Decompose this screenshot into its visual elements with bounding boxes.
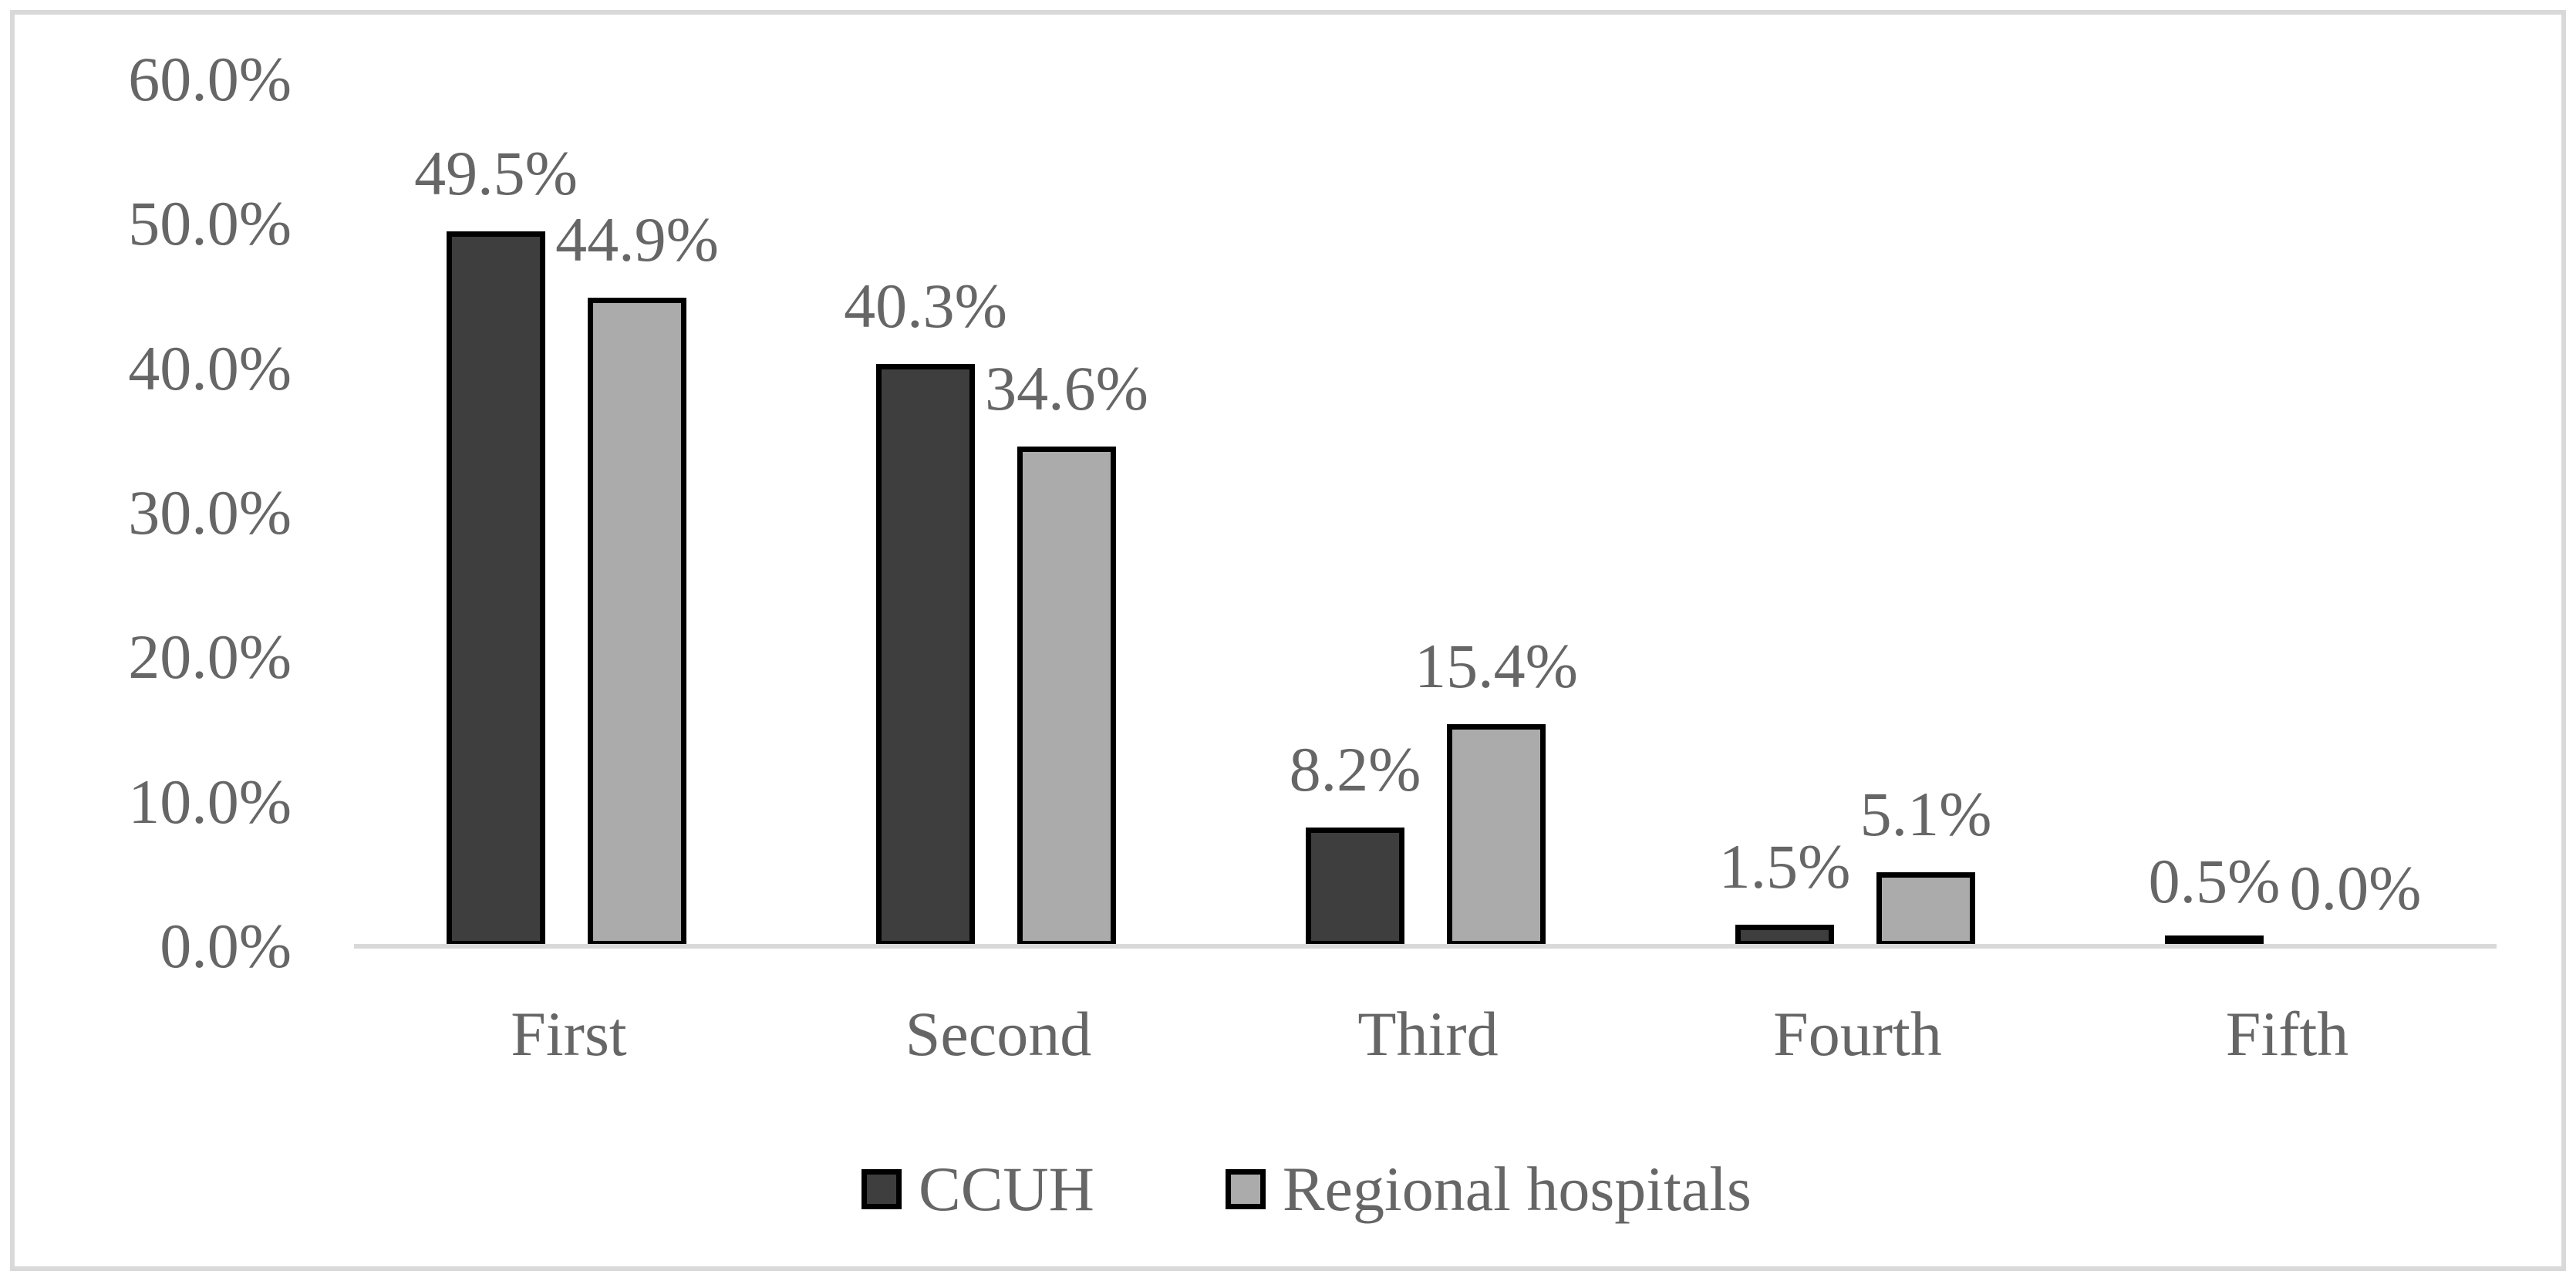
x-axis: First Second Third Fourth Fifth bbox=[354, 1000, 2502, 1070]
x-category-label-second: Second bbox=[905, 999, 1092, 1069]
legend-marker-regional-hospitals-icon bbox=[1225, 1169, 1266, 1209]
bar-regional-hospitals-first bbox=[588, 297, 686, 946]
legend-label-regional-hospitals: Regional hospitals bbox=[1282, 1154, 1752, 1224]
x-category-label-third: Third bbox=[1357, 999, 1499, 1069]
bar-ccuh-first bbox=[447, 231, 545, 946]
y-tick-label: 0.0% bbox=[160, 911, 292, 981]
bar-ccuh-fourth bbox=[1735, 924, 1834, 946]
data-label-regional-hospitals-third: 15.4% bbox=[1414, 630, 1578, 701]
data-label-regional-hospitals-first: 44.9% bbox=[555, 204, 719, 275]
legend-marker-ccuh-icon bbox=[861, 1169, 902, 1209]
data-label-regional-hospitals-fourth: 5.1% bbox=[1860, 779, 1992, 850]
bar-ccuh-second bbox=[876, 364, 975, 946]
figure-border-frame bbox=[10, 10, 2566, 1271]
y-tick-label: 30.0% bbox=[128, 477, 292, 548]
bar-ccuh-fifth bbox=[2165, 935, 2264, 946]
y-tick-label: 10.0% bbox=[128, 766, 292, 837]
legend-entry-regional-hospitals: Regional hospitals bbox=[1225, 1154, 1752, 1224]
data-label-regional-hospitals-second: 34.6% bbox=[985, 352, 1148, 423]
y-tick-label: 50.0% bbox=[128, 188, 292, 259]
x-category-label-fifth: Fifth bbox=[2225, 999, 2349, 1069]
legend-label-ccuh: CCUH bbox=[919, 1154, 1094, 1224]
y-tick-label: 40.0% bbox=[128, 332, 292, 403]
x-axis-line bbox=[354, 944, 2497, 949]
bar-ccuh-third bbox=[1306, 828, 1404, 946]
data-label-ccuh-second: 40.3% bbox=[844, 271, 1007, 342]
data-label-ccuh-fifth: 0.5% bbox=[2148, 845, 2281, 916]
y-tick-label: 60.0% bbox=[128, 44, 292, 114]
x-category-label-first: First bbox=[511, 999, 627, 1069]
data-label-ccuh-third: 8.2% bbox=[1289, 734, 1421, 805]
y-tick-label: 20.0% bbox=[128, 622, 292, 693]
legend: CCUH Regional hospitals bbox=[861, 1155, 1752, 1224]
y-axis: 0.0% 10.0% 20.0% 30.0% 40.0% 50.0% 60.0% bbox=[0, 0, 292, 1281]
bar-regional-hospitals-second bbox=[1017, 446, 1116, 946]
bar-regional-hospitals-fourth bbox=[1876, 872, 1975, 946]
data-label-regional-hospitals-fifth: 0.0% bbox=[2289, 853, 2422, 923]
data-label-ccuh-fourth: 1.5% bbox=[1718, 831, 1851, 902]
plot-area: 49.5% 44.9% 40.3% 34.6% 8.2% 15.4% 1.5% 5.1% 0.5… bbox=[354, 79, 2502, 946]
bar-regional-hospitals-third bbox=[1447, 723, 1546, 946]
data-label-ccuh-first: 49.5% bbox=[414, 137, 578, 208]
legend-entry-ccuh: CCUH bbox=[861, 1155, 1094, 1224]
x-category-label-fourth: Fourth bbox=[1773, 999, 1942, 1069]
